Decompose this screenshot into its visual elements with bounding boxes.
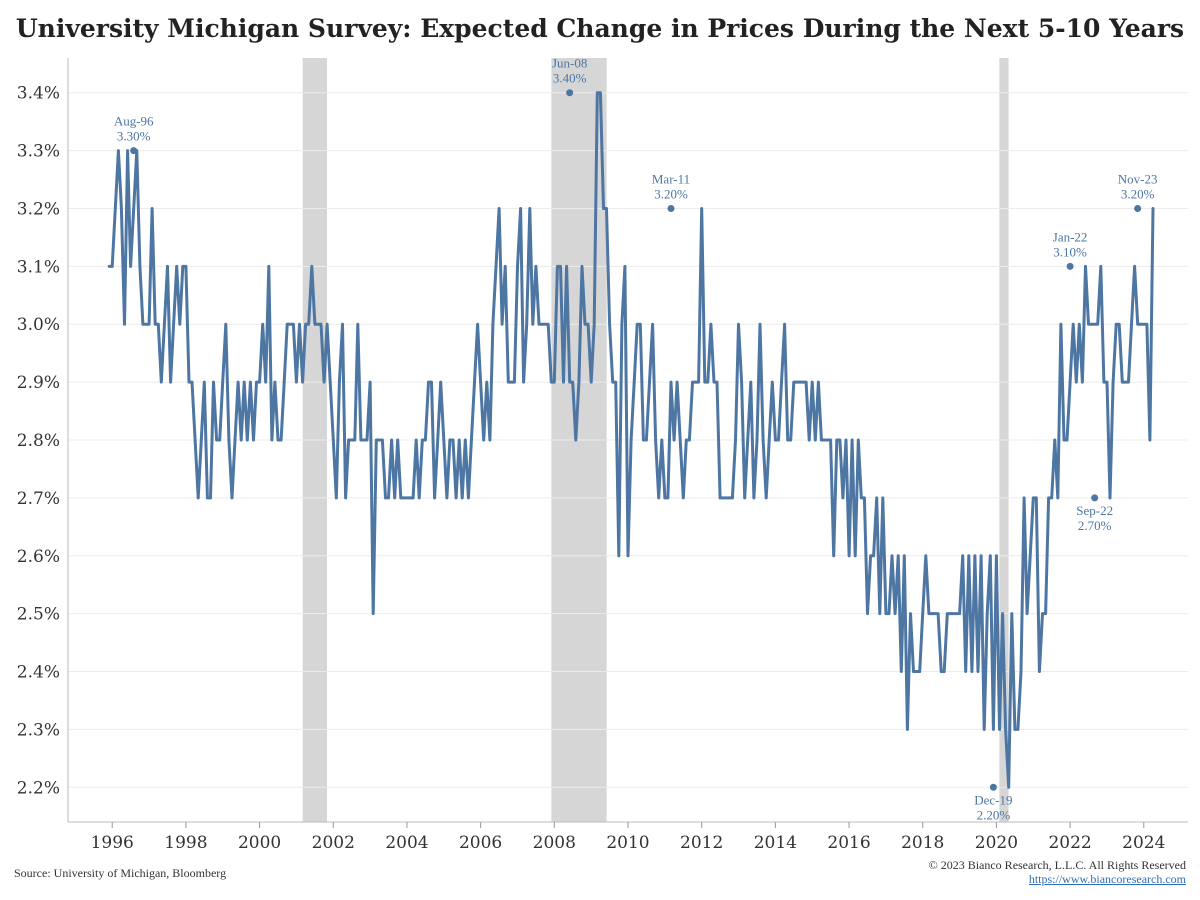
x-tick-label: 2024 (1122, 833, 1165, 853)
annotation-value-label: 3.20% (1121, 186, 1155, 201)
annotation-date-label: Aug-96 (114, 114, 154, 129)
y-tick-label: 2.8% (17, 431, 60, 451)
annotation-point (667, 204, 675, 212)
x-tick-label: 2022 (1048, 833, 1091, 853)
annotation-point (989, 783, 997, 791)
x-tick-label: 2002 (312, 833, 355, 853)
annotation-value-label: 3.20% (654, 186, 688, 201)
x-tick-label: 1996 (91, 833, 134, 853)
x-tick-label: 2010 (606, 833, 649, 853)
annotation-value-label: 3.40% (553, 71, 587, 86)
annotation-point (566, 89, 574, 97)
y-tick-label: 3.1% (17, 257, 60, 277)
annotation-date-label: Dec-19 (974, 792, 1012, 807)
annotation-date-label: Nov-23 (1118, 171, 1158, 186)
y-tick-label: 2.2% (17, 778, 60, 798)
x-tick-label: 2000 (238, 833, 281, 853)
y-tick-label: 2.4% (17, 663, 60, 683)
x-tick-label: 2020 (975, 833, 1018, 853)
y-tick-label: 3.0% (17, 315, 60, 335)
annotation-value-label: 3.30% (117, 129, 151, 144)
x-tick-label: 2018 (901, 833, 944, 853)
annotation-date-label: Jan-22 (1053, 229, 1088, 244)
x-tick-label: 2004 (385, 833, 428, 853)
x-tick-label: 2008 (533, 833, 576, 853)
y-tick-label: 2.3% (17, 720, 60, 740)
y-tick-label: 3.3% (17, 142, 60, 162)
x-tick-label: 2014 (754, 833, 797, 853)
annotation-value-label: 2.70% (1078, 518, 1112, 533)
x-tick-label: 2006 (459, 833, 502, 853)
x-tick-label: 1998 (164, 833, 207, 853)
y-tick-label: 2.9% (17, 373, 60, 393)
annotation-value-label: 3.10% (1053, 244, 1087, 259)
y-tick-label: 3.4% (17, 84, 60, 104)
y-tick-label: 3.2% (17, 199, 60, 219)
copyright-text: © 2023 Bianco Research, L.L.C. All Right… (928, 858, 1186, 872)
series-line (107, 91, 1155, 789)
website-link[interactable]: https://www.biancoresearch.com (1028, 872, 1186, 886)
annotation-value-label: 2.20% (977, 807, 1011, 822)
y-tick-label: 2.7% (17, 489, 60, 509)
annotation-point (1134, 204, 1142, 212)
annotation-point (1091, 494, 1099, 502)
annotation-point (130, 147, 138, 155)
x-tick-label: 2016 (827, 833, 870, 853)
copyright-block: © 2023 Bianco Research, L.L.C. All Right… (929, 858, 1186, 886)
y-tick-label: 2.6% (17, 547, 60, 567)
x-tick-label: 2012 (680, 833, 723, 853)
chart-title: University Michigan Survey: Expected Cha… (15, 14, 1185, 43)
annotation-date-label: Sep-22 (1076, 503, 1113, 518)
y-tick-label: 2.5% (17, 605, 60, 625)
annotation-date-label: Jun-08 (552, 56, 587, 71)
annotation-point (1066, 262, 1074, 270)
source-note: Source: University of Michigan, Bloomber… (14, 866, 227, 880)
annotation-date-label: Mar-11 (652, 171, 690, 186)
